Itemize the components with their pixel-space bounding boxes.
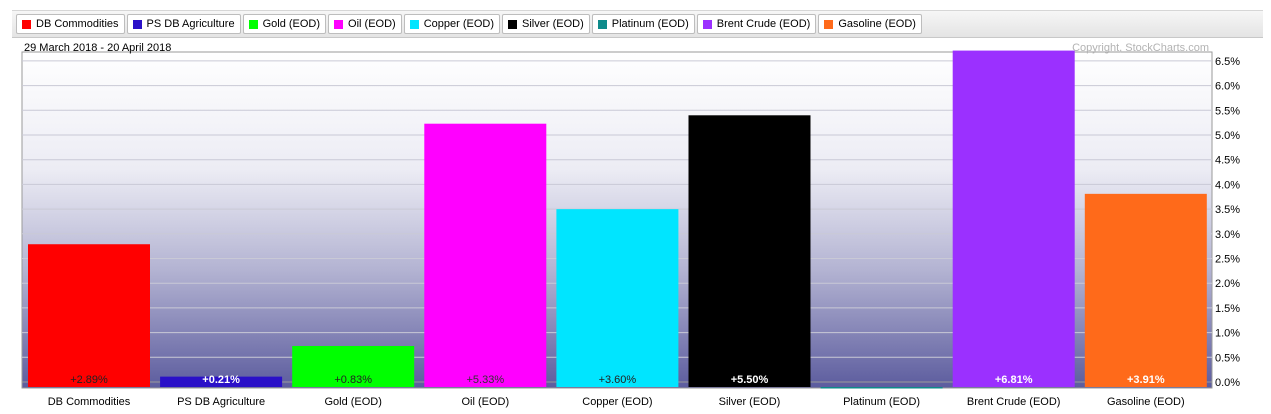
value-label: +6.81% [995, 374, 1033, 386]
bar-ps-db-agriculture [160, 376, 283, 387]
y-tick-label: 0.0% [1215, 377, 1240, 389]
x-tick-label: Gasoline (EOD) [1107, 396, 1185, 408]
value-label: +3.91% [1127, 374, 1165, 386]
legend-swatch [132, 19, 142, 29]
y-tick-label: 3.0% [1215, 229, 1240, 241]
legend-label: PS DB Agriculture [146, 18, 235, 30]
legend-item-gold-eod[interactable]: Gold (EOD) [242, 14, 327, 34]
y-tick-label: 2.0% [1215, 278, 1240, 290]
legend-swatch [409, 19, 419, 29]
value-label: +3.60% [599, 374, 637, 386]
x-tick-label: Gold (EOD) [324, 396, 381, 408]
value-label: +5.33% [466, 374, 504, 386]
legend-label: Copper (EOD) [423, 18, 495, 30]
y-axis: 0.0% 0.5% 1.0% 1.5% 2.0% 2.5% 3.0% 3.5% 4.0% 4.5%… [1215, 56, 1240, 389]
legend-item-platinum-eod[interactable]: Platinum (EOD) [591, 14, 695, 34]
copyright-label: Copyright, StockCharts.com [1072, 42, 1209, 54]
x-axis-labels: DB Commodities PS DB Agriculture Gold (EOD… [48, 396, 1185, 408]
value-label: +0.21% [202, 374, 240, 386]
legend-label: Gold (EOD) [262, 18, 321, 30]
bar-platinum-eod [820, 387, 943, 389]
y-tick-label: 1.0% [1215, 328, 1240, 340]
x-tick-label: DB Commodities [48, 396, 131, 408]
y-tick-label: 2.5% [1215, 254, 1240, 266]
value-label: +5.50% [731, 374, 769, 386]
legend-label: Oil (EOD) [348, 18, 396, 30]
value-label: +2.89% [70, 374, 108, 386]
y-tick-label: 0.5% [1215, 352, 1240, 364]
bar-gasoline-eod [1084, 193, 1207, 387]
legend-item-silver-eod[interactable]: Silver (EOD) [502, 14, 590, 34]
bar-oil-eod [424, 123, 547, 387]
x-tick-label: Copper (EOD) [582, 396, 652, 408]
bar-brent-crude-eod [952, 50, 1075, 387]
y-tick-label: 4.0% [1215, 179, 1240, 191]
bar-silver-eod [688, 115, 811, 388]
legend-swatch [508, 19, 518, 29]
legend-item-ps-db-agriculture[interactable]: PS DB Agriculture [126, 14, 241, 34]
y-tick-label: 4.5% [1215, 155, 1240, 167]
y-tick-label: 6.5% [1215, 56, 1240, 68]
x-tick-label: PS DB Agriculture [177, 396, 265, 408]
value-label: +0.83% [334, 374, 372, 386]
x-tick-label: Oil (EOD) [461, 396, 509, 408]
x-tick-label: Brent Crude (EOD) [967, 396, 1061, 408]
legend-label: Silver (EOD) [522, 18, 584, 30]
bar-db-commodities [28, 244, 150, 387]
legend-item-copper-eod[interactable]: Copper (EOD) [403, 14, 501, 34]
legend-swatch [334, 19, 344, 29]
legend-label: Gasoline (EOD) [838, 18, 916, 30]
bars: +2.89% +0.21% +0.83% +5.33% +3.60% +5.50% +6.8… [28, 50, 1207, 389]
legend-swatch [702, 19, 712, 29]
legend-swatch [22, 19, 31, 29]
legend-item-db-commodities[interactable]: DB Commodities [16, 14, 125, 34]
legend-item-gasoline-eod[interactable]: Gasoline (EOD) [818, 14, 922, 34]
legend-label: Platinum (EOD) [611, 18, 689, 30]
legend-swatch [824, 19, 834, 29]
x-tick-label: Silver (EOD) [719, 396, 781, 408]
legend-swatch [248, 19, 258, 29]
legend-item-brent-crude-eod[interactable]: Brent Crude (EOD) [696, 14, 817, 34]
x-tick-label: Platinum (EOD) [843, 396, 920, 408]
y-tick-label: 5.0% [1215, 130, 1240, 142]
legend-label: Brent Crude (EOD) [716, 18, 811, 30]
legend-bar: DB Commodities PS DB Agriculture Gold (EOD… [12, 10, 1263, 38]
y-tick-label: 3.5% [1215, 204, 1240, 216]
legend-item-oil-eod[interactable]: Oil (EOD) [328, 14, 402, 34]
legend-label: DB Commodities [36, 18, 119, 30]
bar-copper-eod [556, 209, 679, 387]
y-tick-label: 6.0% [1215, 81, 1240, 93]
legend-swatch [597, 19, 607, 29]
y-tick-label: 5.5% [1215, 105, 1240, 117]
date-range-label: 29 March 2018 - 20 April 2018 [24, 42, 171, 54]
bar-gold-eod [292, 345, 415, 387]
y-tick-label: 1.5% [1215, 303, 1240, 315]
